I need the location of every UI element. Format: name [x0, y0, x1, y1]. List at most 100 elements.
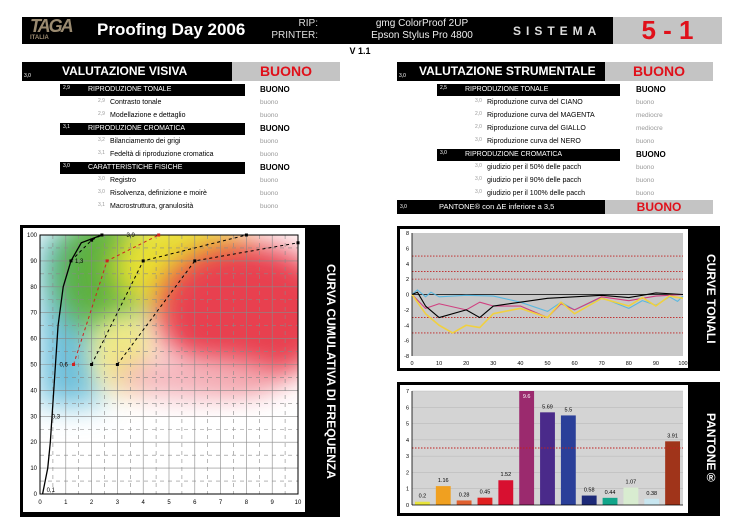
visual-row: 3,1 Fedeltà di riproduzione cromatica: [98, 149, 245, 161]
y-tick-label: 6: [406, 405, 409, 411]
data-point: [100, 233, 104, 237]
row-label: Fedeltà di riproduzione cromatica: [110, 151, 214, 158]
bar: [644, 498, 660, 505]
x-tick-label: 100: [678, 361, 687, 367]
y-tick-label: 10: [30, 466, 37, 472]
data-point: [157, 233, 161, 237]
y-tick-label: 70: [30, 311, 37, 317]
x-tick-label: 0: [38, 500, 42, 506]
pantone-row: PANTONE® con ΔE inferiore a 3,5: [397, 200, 605, 214]
x-tick-label: 2: [90, 500, 94, 506]
row-status: buono: [260, 112, 279, 119]
data-point: [244, 233, 248, 237]
y-tick-label: 0: [406, 503, 409, 509]
data-point: [115, 363, 119, 366]
logo-text: TAGA: [30, 16, 74, 36]
bar: [456, 500, 472, 505]
data-point: [105, 259, 109, 263]
annotation-label: 0,1: [47, 488, 56, 494]
row-status: BUONO: [260, 124, 290, 133]
row-status: buono: [260, 203, 279, 210]
annotation-label: 0,6: [59, 363, 68, 369]
instrumental-row: 2,0 Riproduzione curva del MAGENTA: [475, 110, 620, 122]
visual-result: BUONO: [232, 62, 340, 81]
y-tick-label: 2: [406, 470, 409, 476]
bar-value-label: 1.07: [626, 480, 637, 486]
instrumental-row: 2,5 RIPRODUZIONE TONALE: [437, 84, 620, 96]
x-tick-label: 30: [490, 361, 496, 367]
bar-value-label: 0.44: [605, 490, 616, 496]
rip-label: RIP:: [298, 18, 318, 29]
row-status: mediocre: [636, 125, 663, 132]
visual-row: 3,1 Macrostruttura, granulosità: [98, 201, 245, 213]
row-label: Riproduzione curva del GIALLO: [487, 125, 586, 132]
row-score: 3,0: [475, 98, 482, 104]
x-tick-label: 50: [544, 361, 550, 367]
data-point: [90, 363, 94, 366]
row-label: Riproduzione curva del NERO: [487, 138, 581, 145]
row-score: 3,1: [63, 124, 70, 130]
bar: [540, 412, 555, 505]
row-status: buono: [260, 177, 279, 184]
y-tick-label: 1: [406, 487, 409, 493]
bar: [602, 497, 618, 505]
visual-row: 3,2 Bilanciamento dei grigi: [98, 136, 245, 148]
y-tick-label: 60: [30, 337, 37, 343]
y-tick-label: 8: [406, 231, 409, 237]
y-tick-label: 5: [406, 422, 409, 428]
row-score: 3,0: [98, 176, 105, 182]
x-tick-label: 5: [167, 500, 171, 506]
sistema-value: 5 - 1: [613, 17, 722, 44]
series-nero: [411, 291, 684, 319]
y-tick-label: 4: [406, 438, 409, 444]
row-label: Contrasto tonale: [110, 99, 162, 106]
row-label: giudizio per il 90% delle pacch: [487, 177, 582, 184]
row-status: mediocre: [636, 112, 663, 119]
row-status: BUONO: [636, 85, 666, 94]
instrumental-title: VALUTAZIONE STRUMENTALE: [419, 64, 596, 78]
row-label: giudizio per il 50% delle pacch: [487, 164, 582, 171]
bar-value-label: 5.69: [542, 404, 553, 410]
row-status: buono: [636, 177, 655, 184]
bar: [477, 497, 493, 505]
color-zones: [40, 235, 298, 405]
x-tick-label: 70: [599, 361, 605, 367]
row-label: RIPRODUZIONE CROMATICA: [88, 125, 186, 132]
bar: [581, 495, 597, 505]
visual-title: VALUTAZIONE VISIVA: [62, 64, 188, 78]
visual-section-title: VALUTAZIONE VISIVA: [22, 62, 232, 81]
annotation-label: 1,3: [75, 259, 84, 265]
bar: [498, 480, 514, 505]
y-tick-label: -2: [404, 308, 409, 314]
row-score: 2,9: [98, 111, 105, 117]
version: V 1.1: [349, 46, 371, 56]
row-score: 2,5: [440, 85, 447, 91]
bar-value-label: 0.2: [419, 494, 427, 500]
row-score: 3,2: [98, 137, 105, 143]
instrumental-row: 3,0 RIPRODUZIONE CROMATICA: [437, 149, 620, 161]
row-score: 2,0: [475, 124, 482, 130]
x-tick-label: 90: [653, 361, 659, 367]
x-tick-label: 40: [517, 361, 523, 367]
y-tick-label: 2: [406, 277, 409, 283]
data-point: [141, 259, 145, 263]
instrumental-section-title: VALUTAZIONE STRUMENTALE: [397, 62, 605, 81]
bar-value-label: 0.28: [459, 492, 470, 498]
row-label: RIPRODUZIONE CROMATICA: [465, 151, 563, 158]
logo-subtext: ITALIA: [30, 35, 49, 41]
row-status: buono: [636, 99, 655, 106]
bar: [435, 486, 451, 505]
series-ref-4: [116, 242, 299, 365]
bar-value-label: 1.52: [500, 472, 511, 478]
instrumental-row: 3,0 giudizio per il 50% delle pacch: [475, 162, 620, 174]
x-tick-label: 0: [410, 361, 413, 367]
tonal-title: CURVE TONALI: [704, 253, 718, 344]
plot-frame: [39, 234, 299, 495]
y-tick-label: 20: [30, 440, 37, 446]
instrumental-row: 3,0 giudizio per il 90% delle pacch: [475, 175, 620, 187]
x-tick-label: 4: [142, 500, 146, 506]
series-ref-1: [70, 234, 103, 262]
y-tick-label: 3: [406, 454, 409, 460]
row-label: Riproduzione curva del CIANO: [487, 99, 583, 106]
row-label: CARATTERISTICHE FISICHE: [88, 164, 183, 171]
